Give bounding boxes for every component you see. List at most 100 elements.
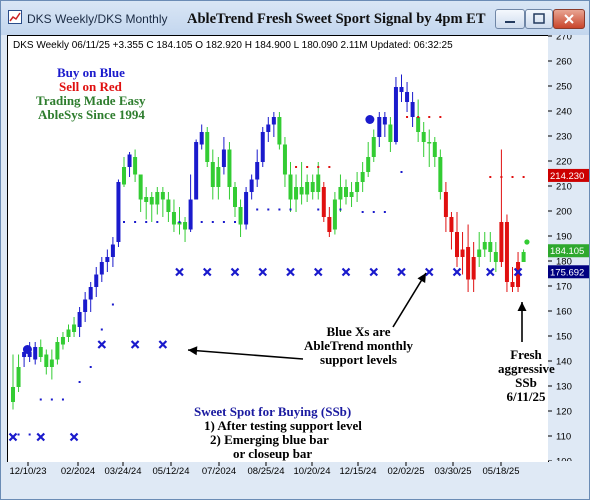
y-tick-label: 230 — [556, 132, 572, 143]
support-dot — [372, 211, 375, 213]
support-dot — [200, 221, 203, 223]
support-dot — [134, 221, 137, 223]
y-tick-label: 210 — [556, 182, 572, 193]
maximize-button[interactable] — [525, 9, 553, 29]
x-tick-label: 12/10/23 — [10, 466, 47, 477]
support-dot — [78, 381, 81, 383]
support-x-mark — [202, 267, 212, 277]
candle-body — [321, 187, 326, 217]
candle-body — [393, 87, 398, 142]
x-tick-label: 10/20/24 — [294, 466, 331, 477]
candle-body — [388, 124, 393, 142]
price-chart-area[interactable] — [7, 35, 549, 463]
support-dot — [339, 208, 342, 211]
support-dot — [383, 211, 386, 213]
y-tick-label: 180 — [556, 257, 572, 268]
candle-body — [271, 117, 276, 125]
annotation-blue-xs-line-3: support levels — [320, 352, 397, 367]
sweet-spot-title: Sweet Spot for Buying (SSb) — [194, 404, 352, 419]
candle-body — [105, 257, 110, 262]
sweet-spot-line-3: or closeup bar — [233, 446, 313, 461]
candle-body — [488, 242, 493, 252]
candle-body — [510, 282, 515, 287]
candle-body — [188, 199, 193, 230]
arrow-to-support-x — [187, 349, 304, 360]
y-tick-label: 100 — [556, 457, 572, 462]
support-x-mark — [341, 267, 351, 277]
candle-body — [305, 182, 310, 195]
chart-banner-title: AbleTrend Fresh Sweet Sport Signal by 4p… — [187, 11, 486, 27]
candle-body — [155, 192, 160, 205]
y-tick-label: 250 — [556, 82, 572, 93]
resistance-dot — [406, 116, 409, 118]
minimize-button[interactable] — [495, 9, 525, 29]
candle-body — [432, 142, 437, 157]
candle-body — [455, 232, 459, 257]
annotation-fresh-line-1: Fresh — [510, 347, 542, 362]
candle-body — [77, 312, 82, 327]
annotation-blue-xs: Blue Xs are AbleTrend monthly support le… — [304, 325, 413, 367]
candle-body — [249, 179, 254, 192]
support-dot — [317, 208, 320, 211]
support-dot — [39, 398, 42, 401]
annotation-fresh-line-3: SSb — [515, 375, 537, 390]
candle-body — [482, 242, 487, 250]
candle-body — [116, 182, 121, 242]
buy-signal-dot — [22, 345, 32, 354]
candle-body — [443, 192, 448, 217]
candle-body — [171, 212, 176, 225]
sweet-spot-line-2: 2) Emerging blue bar — [210, 432, 329, 447]
candle-body — [149, 197, 154, 205]
support-dot — [245, 221, 248, 223]
x-tick-label: 02/2024 — [61, 466, 95, 477]
buy-signal-dot — [365, 115, 375, 124]
candle-body — [349, 192, 354, 197]
y-tick-label: 110 — [556, 432, 571, 443]
candle-body — [310, 182, 315, 192]
candle-body — [66, 329, 71, 337]
candle-body — [122, 167, 126, 185]
candle-body — [72, 324, 77, 332]
price-tag — [548, 244, 589, 258]
candle-body — [332, 199, 337, 230]
legend-tagline-1: Trading Made Easy — [36, 93, 146, 108]
candle-body — [360, 172, 365, 182]
annotation-fresh-line-2: aggressive — [498, 361, 555, 376]
y-tick-label: 120 — [556, 407, 572, 418]
candle-body — [316, 174, 321, 192]
support-x-mark — [230, 267, 240, 277]
price-axis[interactable]: 100 110 120 130 140 150 160 170 180 190 200 210 220 2… — [548, 35, 589, 461]
candle-body — [55, 342, 60, 360]
support-x-mark — [175, 267, 184, 277]
support-dot — [400, 171, 403, 173]
candle-body — [282, 144, 287, 175]
resistance-dot — [500, 176, 503, 178]
date-axis[interactable]: 12/10/23 02/2024 03/24/24 05/12/24 07/2024 08… — [1, 462, 589, 499]
candle-body — [266, 124, 271, 132]
candle-body — [327, 217, 332, 232]
candle-body — [260, 132, 265, 162]
support-x-mark — [313, 267, 323, 277]
candle-body — [460, 249, 465, 257]
resistance-dot — [511, 176, 514, 178]
candle-body — [133, 157, 138, 175]
candle-body — [44, 354, 49, 367]
support-x-mark — [36, 432, 46, 442]
candle-body — [299, 187, 304, 195]
annotation-fresh-ssb: Fresh aggressive SSb 6/11/25 — [498, 347, 555, 404]
close-button[interactable] — [553, 9, 585, 29]
support-x-mark — [486, 267, 495, 277]
x-tick-label: 08/25/24 — [248, 466, 285, 477]
resistance-dot — [417, 116, 420, 118]
candle-body — [16, 367, 21, 387]
price-axis-svg: 100 110 120 130 140 150 160 170 180 190 200 210 220 2… — [548, 35, 589, 461]
support-x-mark — [158, 340, 168, 349]
support-dot — [100, 328, 103, 331]
y-tick-label: 270 — [556, 35, 572, 43]
support-dot — [267, 208, 270, 211]
y-tick-label: 170 — [556, 282, 572, 293]
price-tag-label: 175.692 — [550, 267, 584, 278]
y-tick-label: 200 — [556, 207, 572, 218]
support-dot — [50, 398, 53, 401]
candle-body — [138, 174, 143, 200]
